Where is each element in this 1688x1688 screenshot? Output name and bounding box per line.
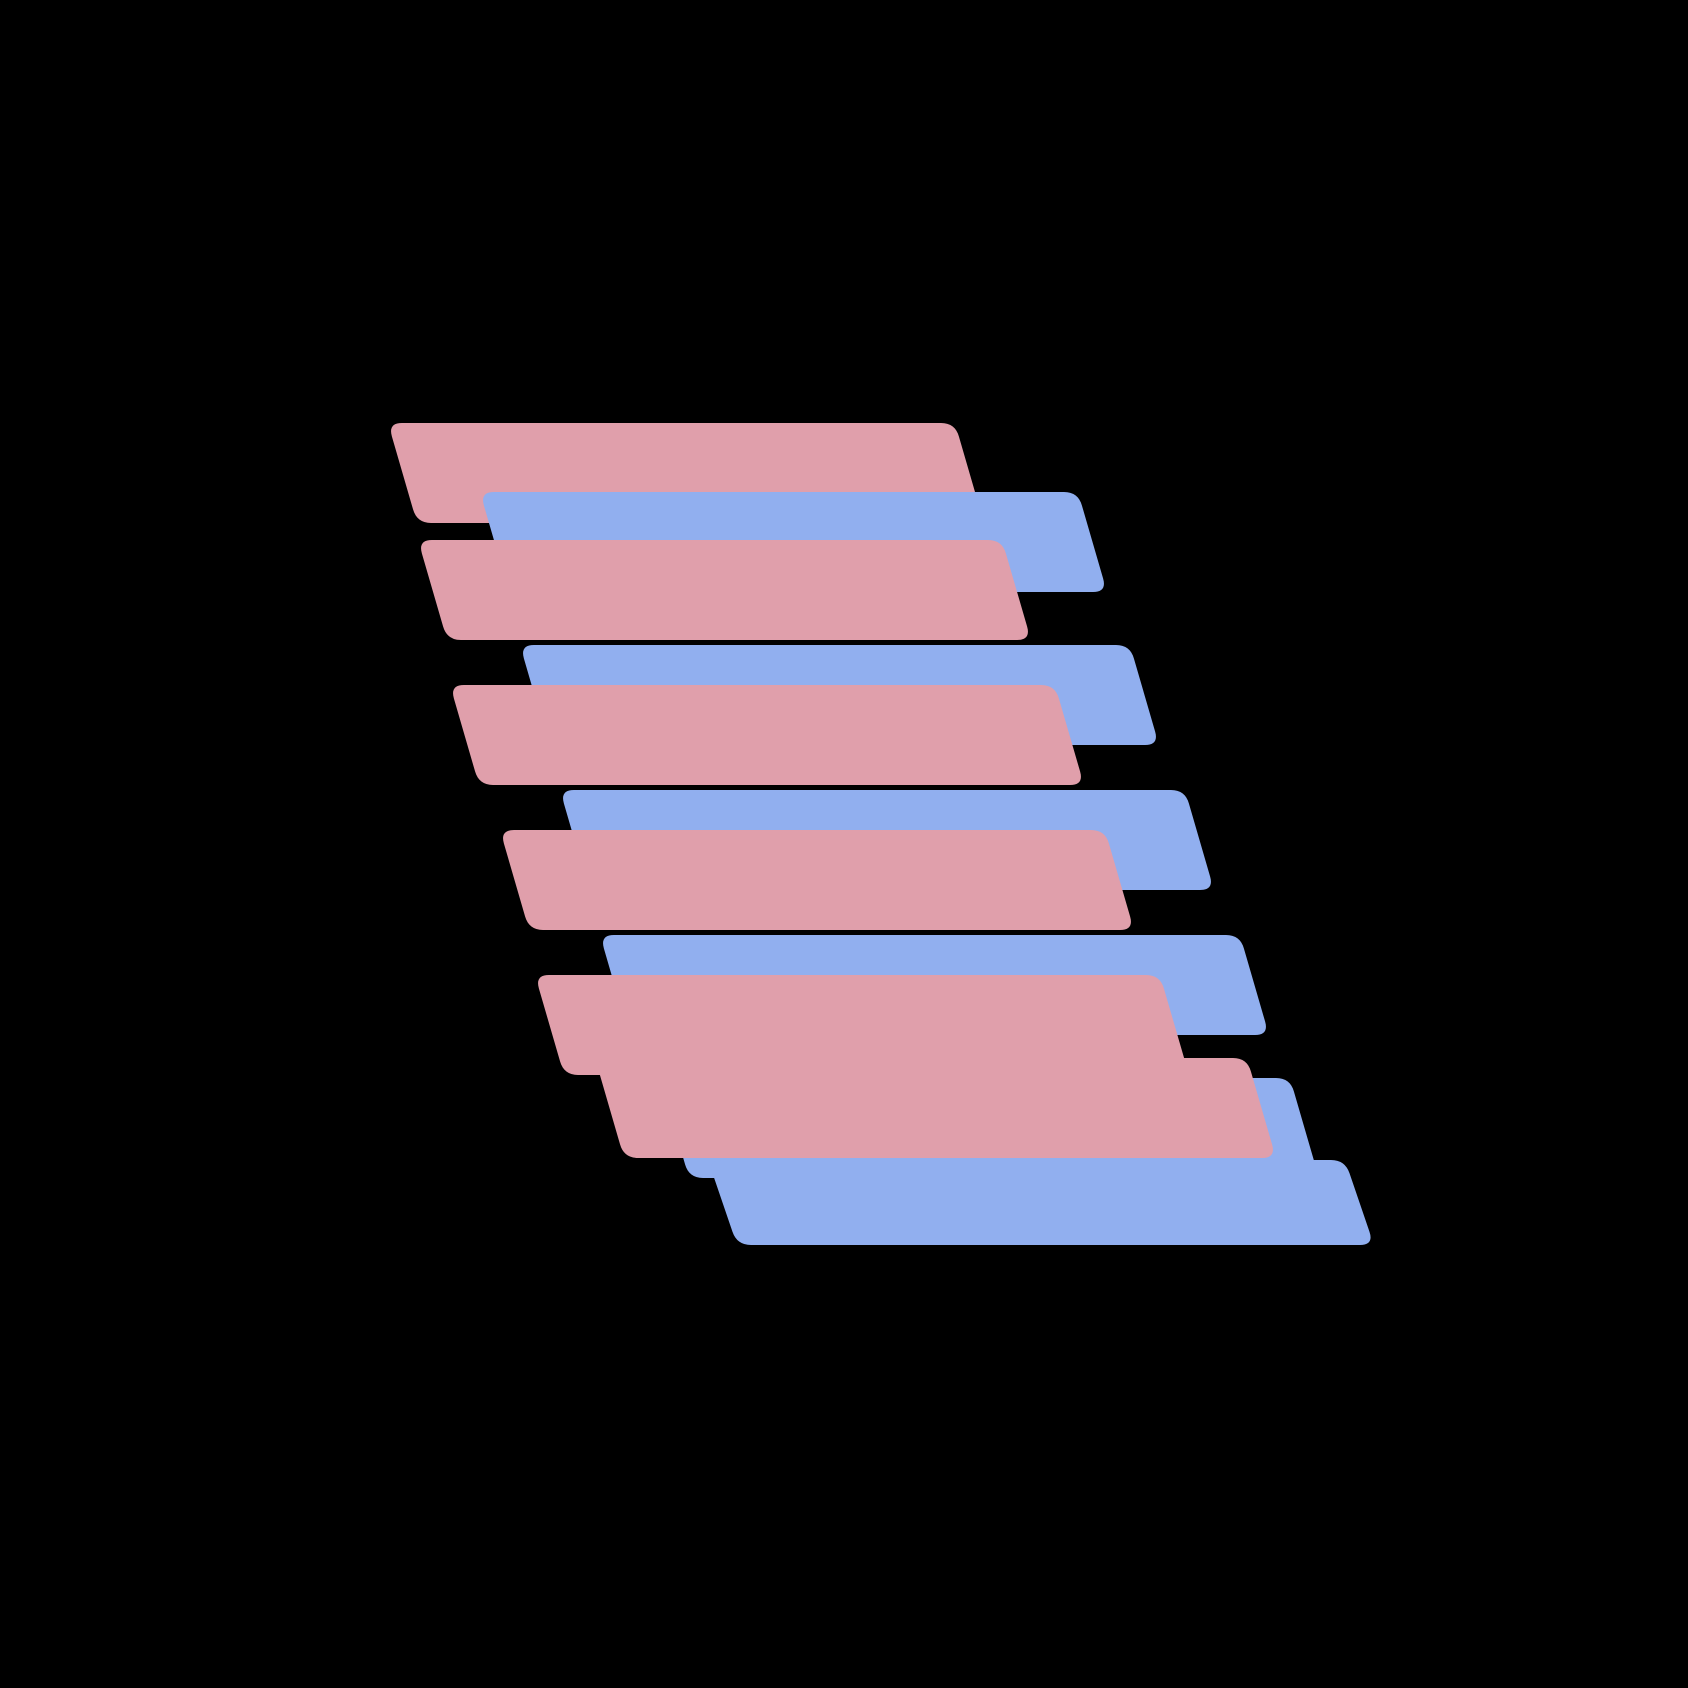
bar-pink-series [598,1058,1273,1158]
bar-pink-series [453,685,1081,785]
bar-blue-series [711,1160,1371,1245]
bar-pink-series [503,830,1131,930]
bar-pink-series [421,540,1028,640]
bars-group [391,423,1371,1245]
bar-pink-series [538,975,1186,1075]
